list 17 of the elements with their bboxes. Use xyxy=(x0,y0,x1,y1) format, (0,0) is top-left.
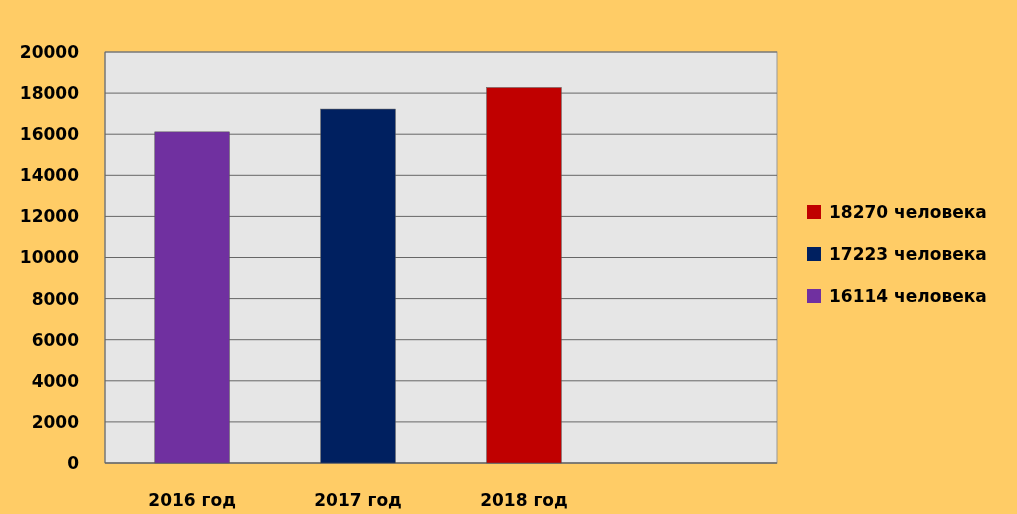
y-tick-label: 10000 xyxy=(19,247,80,268)
y-tick-label: 6000 xyxy=(31,329,80,350)
legend-label: 17223 человека xyxy=(829,243,987,264)
legend-label: 16114 человека xyxy=(829,285,987,306)
y-tick-label: 20000 xyxy=(19,41,80,62)
y-tick-label: 0 xyxy=(67,452,80,473)
y-tick-label: 16000 xyxy=(19,124,80,145)
x-tick-label: 2017 год xyxy=(314,490,402,510)
y-tick-label: 8000 xyxy=(31,288,80,309)
y-tick-label: 12000 xyxy=(19,206,80,227)
y-tick-label: 4000 xyxy=(31,370,80,391)
x-tick-label: 2018 год xyxy=(480,490,568,510)
y-tick-label: 18000 xyxy=(19,83,80,104)
legend-label: 18270 человека xyxy=(829,201,987,222)
x-tick-label: 2016 год xyxy=(148,490,236,510)
y-tick-label: 14000 xyxy=(19,165,80,186)
y-tick-label: 2000 xyxy=(31,411,80,432)
